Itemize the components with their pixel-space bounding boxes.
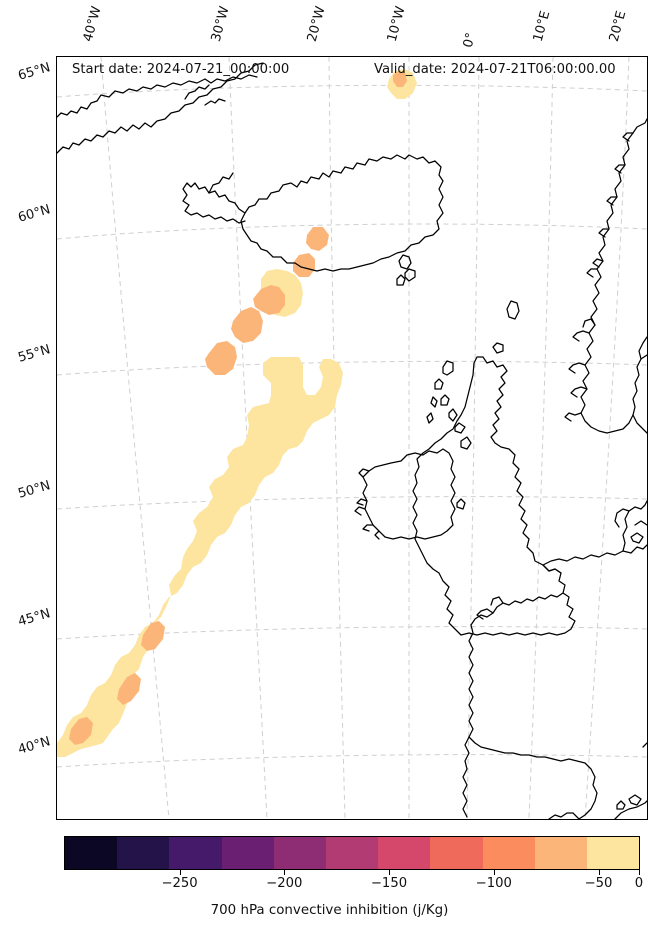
colorbar-bin-4 [273, 837, 326, 869]
cin-data-fill [57, 69, 417, 757]
colorbar-tick-mark [493, 870, 495, 875]
colorbar-bin-2 [169, 837, 222, 869]
lat-tick-65n: 65°N [16, 60, 53, 84]
lat-tick-55n: 55°N [16, 342, 53, 366]
colorbar-bin-1 [117, 837, 170, 869]
colorbar-tick-mark [284, 870, 286, 875]
colorbar-bin-0 [65, 837, 118, 869]
colorbar-bin-9 [534, 837, 587, 869]
start-date-label: Start date: 2024-07-21_00:00:00 [72, 62, 290, 77]
lon-tick-30w: 30°W [208, 4, 233, 44]
colorbar-title: 700 hPa convective inhibition (j/Kg) [210, 903, 449, 918]
colorbar-tick-mark [639, 870, 640, 875]
colorbar-tick-label-100: −100 [475, 876, 512, 891]
colorbar-tick-label-50: −50 [584, 876, 613, 891]
lat-tick-40n: 40°N [16, 734, 53, 758]
colorbar-bin-3 [221, 837, 274, 869]
lon-tick-40w: 40°W [80, 4, 105, 44]
map-svg [57, 57, 647, 819]
lon-tick-10e: 10°E [530, 9, 554, 44]
colorbar-tick-label-150: −150 [370, 876, 408, 891]
lon-tick-20e: 20°E [606, 9, 630, 44]
graticule [57, 57, 647, 819]
colorbar-bin-6 [378, 837, 431, 869]
colorbar-bin-10 [586, 837, 640, 869]
colorbar-tick-mark [598, 870, 600, 875]
colorbar-tick-label-200: −200 [266, 876, 303, 891]
colorbar[interactable]: −250 −200 −150 −100 −50 0 [64, 836, 643, 891]
colorbar-bin-8 [482, 837, 535, 869]
coastlines [57, 62, 647, 819]
colorbar-tick-label-0: 0 [634, 876, 644, 891]
lat-tick-60n: 60°N [16, 202, 53, 226]
valid-date-label: Valid_date: 2024-07-21T06:00:00.00 [374, 62, 616, 77]
colorbar-tick-mark [179, 870, 181, 875]
lon-tick-0: 0° [460, 31, 480, 50]
lon-tick-10w: 10°W [384, 4, 409, 44]
map-axes[interactable] [56, 56, 648, 820]
colorbar-gradient [64, 836, 640, 870]
colorbar-tick-mark [389, 870, 390, 875]
lat-tick-45n: 45°N [16, 606, 53, 630]
lat-tick-50n: 50°N [16, 478, 53, 502]
colorbar-bin-5 [325, 837, 379, 869]
lon-tick-20w: 20°W [304, 4, 329, 44]
colorbar-tick-label-250: −250 [161, 876, 198, 891]
colorbar-bin-7 [430, 837, 483, 869]
